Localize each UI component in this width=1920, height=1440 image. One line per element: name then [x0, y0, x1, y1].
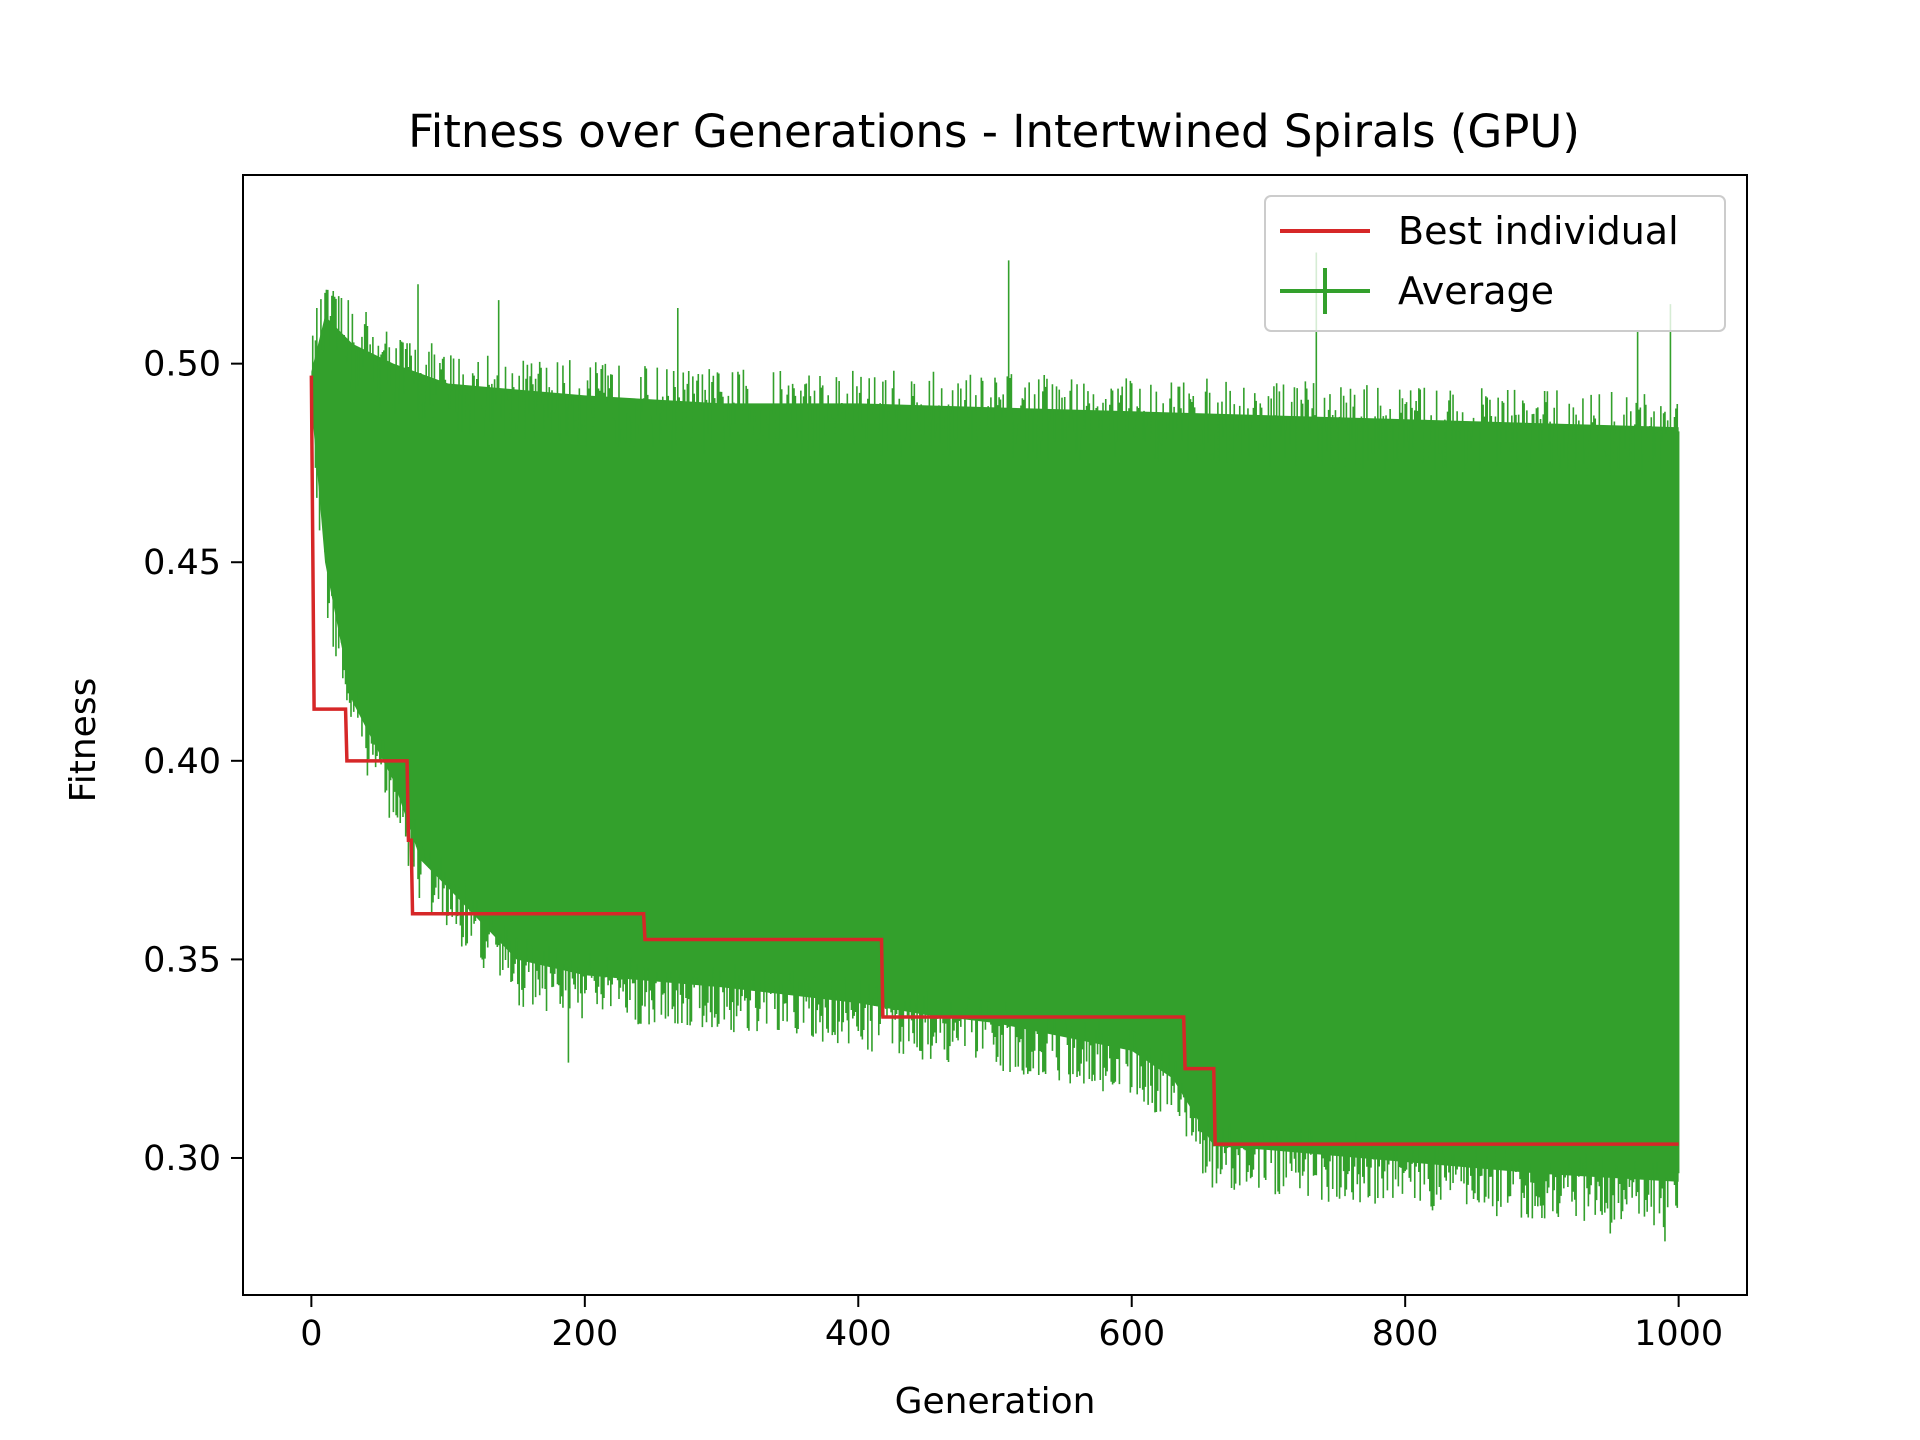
y-tick-label: 0.35 [143, 940, 221, 980]
y-tick-label: 0.50 [143, 345, 221, 385]
legend-label-average: Average [1398, 269, 1554, 313]
y-axis-label: Fitness [63, 678, 104, 803]
best-individual-line [309, 375, 1679, 1146]
y-axis: 0.30 0.35 0.40 0.45 0.50 [143, 345, 243, 1179]
best-individual-series [309, 375, 1679, 1146]
x-axis: 0 200 400 600 800 1000 [300, 1295, 1723, 1354]
plot-frame [242, 174, 1748, 1296]
chart-title: Fitness over Generations - Intertwined S… [408, 105, 1580, 158]
legend-box [1264, 195, 1726, 332]
x-axis-label: Generation [895, 1381, 1096, 1422]
x-tick-label: 200 [551, 1314, 618, 1354]
average-series [310, 252, 1680, 1242]
x-tick-label: 0 [300, 1314, 322, 1354]
plot-area [242, 174, 1748, 1296]
y-tick-label: 0.45 [143, 543, 221, 583]
y-tick-label: 0.30 [143, 1139, 221, 1179]
legend: Best individual Average [1264, 195, 1726, 332]
x-tick-label: 1000 [1634, 1314, 1723, 1354]
legend-label-best: Best individual [1398, 209, 1679, 253]
x-tick-label: 400 [825, 1314, 892, 1354]
x-tick-label: 600 [1098, 1314, 1165, 1354]
x-tick-label: 800 [1372, 1314, 1439, 1354]
y-tick-label: 0.40 [143, 742, 221, 782]
